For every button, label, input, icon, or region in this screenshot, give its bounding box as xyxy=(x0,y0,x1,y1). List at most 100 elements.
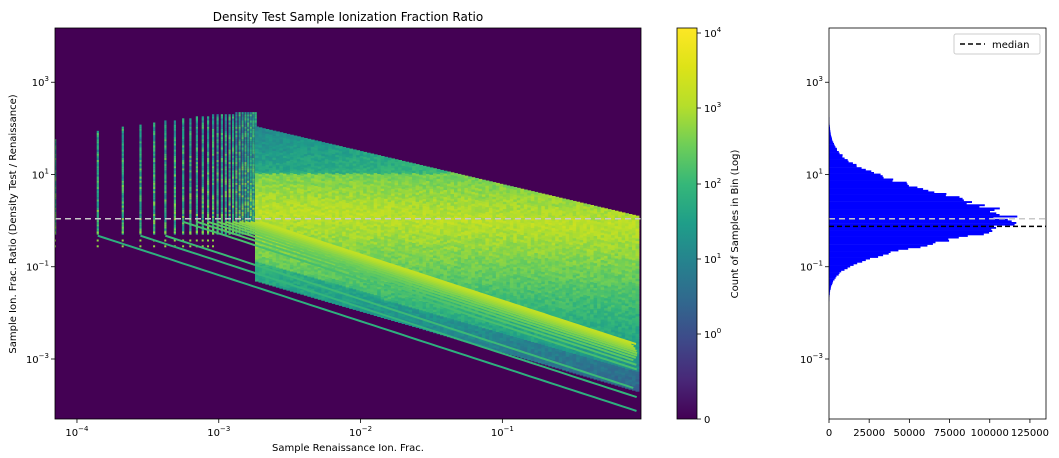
heatmap-cell xyxy=(282,166,287,170)
heatmap-cell xyxy=(422,268,427,272)
heatmap-cell xyxy=(408,206,413,210)
heatmap-cell xyxy=(426,312,430,315)
heatmap-cell xyxy=(173,215,176,219)
heatmap-cell xyxy=(249,215,252,219)
heatmap-cell xyxy=(310,272,315,276)
heatmap-cell xyxy=(265,255,270,258)
heatmap-cell xyxy=(201,161,204,165)
heatmap-cell xyxy=(224,164,227,167)
heatmap-cell xyxy=(241,132,244,136)
heatmap-cell xyxy=(153,166,156,169)
heatmap-cell xyxy=(235,197,238,200)
heatmap-cell xyxy=(377,175,382,179)
heatmap-cell xyxy=(55,178,57,181)
heatmap-cell xyxy=(247,135,250,138)
heatmap-cell xyxy=(331,228,336,232)
heatmap-cell xyxy=(335,179,340,183)
heatmap-cell xyxy=(314,273,319,277)
heatmap-cell xyxy=(321,162,326,166)
heatmap-cell xyxy=(216,186,219,189)
heatmap-cell xyxy=(55,176,57,179)
heatmap-cell xyxy=(238,137,241,140)
heatmap-cell xyxy=(173,228,176,231)
heatmap-cell xyxy=(426,244,430,247)
heatmap-cell xyxy=(275,135,280,139)
heatmap-cell xyxy=(244,132,247,136)
heatmap-cell xyxy=(426,255,430,259)
heatmap-cell xyxy=(224,120,227,123)
heatmap-cell xyxy=(258,182,263,186)
heatmap-cell xyxy=(377,201,382,204)
heatmap-cell xyxy=(247,180,250,183)
heatmap-cell xyxy=(352,211,357,214)
heatmap-cell xyxy=(153,188,156,192)
heatmap-cell xyxy=(282,197,287,201)
heatmap-cell xyxy=(342,174,347,177)
heatmap-cell xyxy=(426,213,430,217)
heatmap-cell xyxy=(324,208,329,212)
heatmap-cell xyxy=(359,229,364,232)
heatmap-cell xyxy=(216,201,219,204)
heatmap-cell xyxy=(387,199,392,202)
heatmap-cell xyxy=(363,223,368,226)
heatmap-cell xyxy=(195,174,198,177)
heatmap-cell xyxy=(121,176,124,179)
heatmap-cell xyxy=(331,146,336,150)
heatmap-cell xyxy=(121,226,124,229)
heatmap-cell xyxy=(359,272,364,276)
heatmap-cell xyxy=(377,203,382,207)
heatmap-cell xyxy=(328,159,333,163)
heatmap-cell xyxy=(300,280,305,284)
heatmap-cell xyxy=(307,271,312,275)
heatmap-cell xyxy=(377,288,382,292)
heatmap-cell xyxy=(293,198,298,201)
heatmap-cell xyxy=(296,147,301,151)
heatmap-cell xyxy=(345,191,350,194)
heatmap-cell xyxy=(220,141,223,144)
heatmap-cell xyxy=(153,222,156,225)
heatmap-cell xyxy=(173,139,176,142)
heatmap-cell xyxy=(173,120,176,123)
heatmap-cell xyxy=(296,149,301,153)
heatmap-cell xyxy=(338,203,343,206)
heatmap-cell xyxy=(153,195,156,198)
heatmap-cell xyxy=(391,179,395,182)
heatmap-cell xyxy=(268,203,273,206)
heatmap-cell xyxy=(241,161,244,165)
heatmap-cell xyxy=(121,232,124,235)
heatmap-cell xyxy=(232,182,235,185)
heatmap-cell xyxy=(419,303,423,306)
heatmap-cell xyxy=(380,248,385,251)
heatmap-cell xyxy=(426,232,430,235)
heatmap-cell xyxy=(265,208,270,212)
heatmap-cell xyxy=(370,192,375,196)
heatmap-cell xyxy=(279,172,284,175)
heatmap-cell xyxy=(342,213,347,216)
heatmap-cell xyxy=(255,245,259,249)
heatmap-cell xyxy=(335,211,340,214)
heatmap-cell xyxy=(307,262,312,266)
heatmap-cell xyxy=(335,145,340,148)
heatmap-cell xyxy=(252,116,255,119)
heatmap-cell xyxy=(405,180,409,183)
heatmap-cell xyxy=(121,159,124,163)
heatmap-cell xyxy=(359,290,364,294)
heatmap-cell xyxy=(391,195,395,199)
heatmap-cell xyxy=(373,281,378,284)
heatmap-cell xyxy=(238,201,241,204)
heatmap-cell xyxy=(164,228,167,231)
heatmap-cell xyxy=(359,167,364,170)
heatmap-cell xyxy=(394,214,399,218)
heatmap-cell xyxy=(173,141,176,144)
heatmap-cell xyxy=(426,208,430,212)
heatmap-cell xyxy=(153,151,156,154)
heatmap-cell xyxy=(335,268,340,271)
heatmap-cell xyxy=(345,193,350,197)
heatmap-cell xyxy=(328,282,333,285)
heatmap-cell xyxy=(377,233,382,237)
heatmap-cell xyxy=(173,166,176,169)
heatmap-cell xyxy=(173,213,176,216)
heatmap-cell xyxy=(153,168,156,171)
heatmap-cell xyxy=(352,279,357,283)
heatmap-cell xyxy=(356,198,361,201)
